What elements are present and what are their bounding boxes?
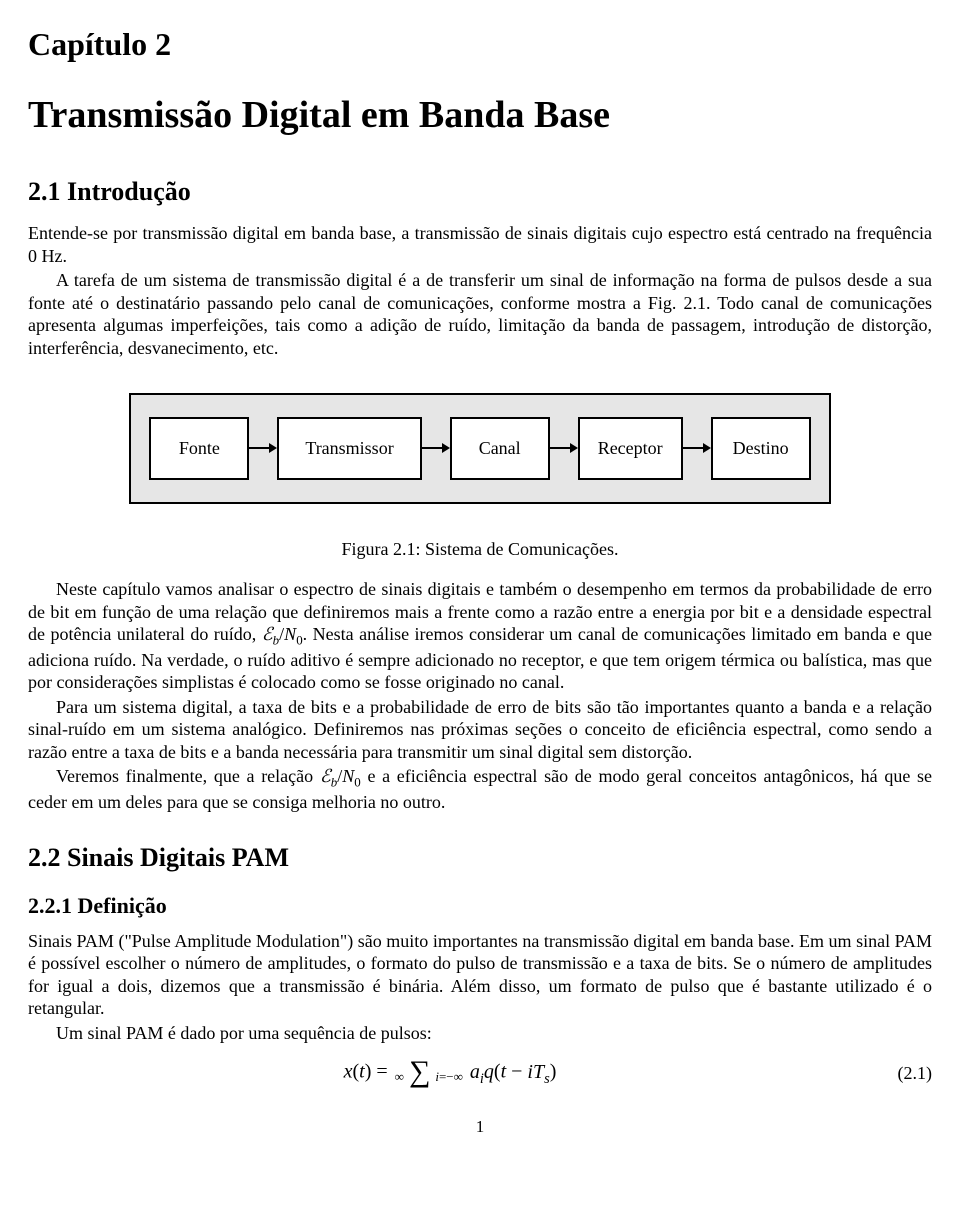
chapter-label: Capítulo 2 xyxy=(28,24,932,64)
sigma-symbol: ∑ xyxy=(409,1055,430,1088)
sum-upper: ∞ xyxy=(395,1069,404,1084)
page-number: 1 xyxy=(28,1116,932,1137)
arrow-icon xyxy=(683,442,711,454)
equation-number: (2.1) xyxy=(872,1062,932,1085)
figure-caption: Figura 2.1: Sistema de Comunicações. xyxy=(28,538,932,561)
after-fig-para-2: Para um sistema digital, a taxa de bits … xyxy=(28,696,932,764)
figure-diagram: Fonte Transmissor Canal Receptor Destino xyxy=(28,393,932,504)
sum-lower: i=−∞ xyxy=(435,1069,463,1084)
after-fig-para-3: Veremos finalmente, que a relação ℰb/N0 … xyxy=(28,765,932,813)
diagram-node-receptor: Receptor xyxy=(578,417,683,480)
section-heading-intro: 2.1 Introdução xyxy=(28,176,932,209)
equation-body: x(t) = ∞ ∑ i=−∞ aiq(t − iTs) xyxy=(28,1058,872,1088)
subsection-heading-def: 2.2.1 Definição xyxy=(28,892,932,920)
equation-row: x(t) = ∞ ∑ i=−∞ aiq(t − iTs) (2.1) xyxy=(28,1058,932,1088)
intro-para-1: Entende-se por transmissão digital em ba… xyxy=(28,222,932,267)
summation: ∞ ∑ i=−∞ xyxy=(395,1058,463,1088)
intro-para-2: A tarefa de um sistema de transmissão di… xyxy=(28,269,932,359)
arrow-icon xyxy=(550,442,578,454)
diagram-node-transmissor: Transmissor xyxy=(277,417,421,480)
math-n: N xyxy=(284,624,296,644)
after-fig-para-1: Neste capítulo vamos analisar o espectro… xyxy=(28,578,932,694)
math-ratio: ℰ xyxy=(320,766,331,786)
eq-lhs: x xyxy=(344,1061,353,1083)
arrow-icon xyxy=(422,442,450,454)
math-ratio: ℰ xyxy=(262,624,273,644)
math-n: N xyxy=(342,766,354,786)
text-span: Veremos finalmente, que a relação xyxy=(56,766,320,786)
diagram-panel: Fonte Transmissor Canal Receptor Destino xyxy=(129,393,830,504)
section-heading-pam: 2.2 Sinais Digitais PAM xyxy=(28,842,932,875)
arrow-icon xyxy=(249,442,277,454)
diagram-node-fonte: Fonte xyxy=(149,417,249,480)
diagram-node-destino: Destino xyxy=(711,417,811,480)
pam-para-1: Sinais PAM ("Pulse Amplitude Modulation"… xyxy=(28,930,932,1020)
pam-para-2: Um sinal PAM é dado por uma sequência de… xyxy=(28,1022,932,1045)
diagram-node-canal: Canal xyxy=(450,417,550,480)
chapter-title: Transmissão Digital em Banda Base xyxy=(28,92,932,140)
eq-rhs: aiq xyxy=(470,1061,494,1083)
